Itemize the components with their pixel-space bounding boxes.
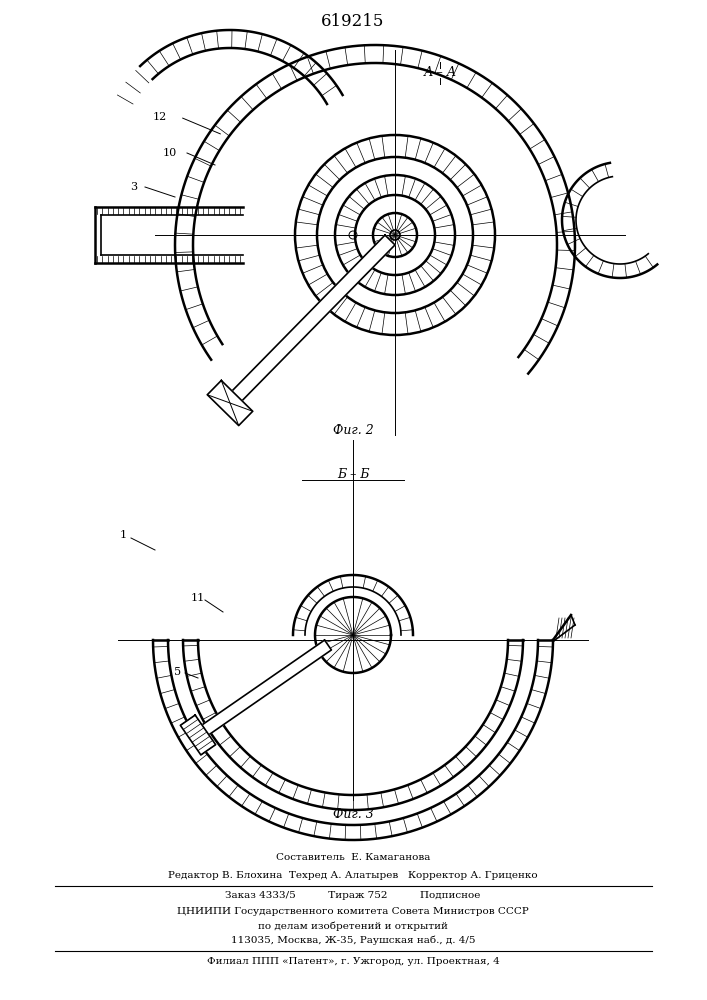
Circle shape: [390, 230, 400, 240]
Text: Фиг. 2: Фиг. 2: [332, 424, 373, 436]
Polygon shape: [207, 380, 252, 426]
Polygon shape: [180, 715, 216, 755]
Text: 12: 12: [153, 112, 167, 122]
Text: 619215: 619215: [321, 13, 385, 30]
Text: 113035, Москва, Ж-35, Раушская наб., д. 4/5: 113035, Москва, Ж-35, Раушская наб., д. …: [230, 935, 475, 945]
Text: по делам изобретений и открытий: по делам изобретений и открытий: [258, 921, 448, 931]
Text: А – А: А – А: [423, 66, 457, 80]
Text: 3: 3: [130, 182, 137, 192]
Text: 11: 11: [191, 593, 205, 603]
Text: Составитель  Е. Камаганова: Составитель Е. Камаганова: [276, 854, 430, 862]
Text: Филиал ППП «Патент», г. Ужгород, ул. Проектная, 4: Филиал ППП «Патент», г. Ужгород, ул. Про…: [206, 956, 499, 966]
Text: Заказ 4333/5          Тираж 752          Подписное: Заказ 4333/5 Тираж 752 Подписное: [226, 892, 481, 900]
Text: 1: 1: [119, 530, 127, 540]
Text: Редактор В. Блохина  Техред А. Алатырев   Корректор А. Гриценко: Редактор В. Блохина Техред А. Алатырев К…: [168, 871, 538, 880]
Text: 10: 10: [163, 148, 177, 158]
Text: 5: 5: [175, 667, 182, 677]
Polygon shape: [194, 640, 332, 740]
Polygon shape: [225, 235, 395, 408]
Text: Б – Б: Б – Б: [337, 468, 369, 481]
Text: Фиг. 3: Фиг. 3: [332, 808, 373, 822]
Text: ЦНИИПИ Государственного комитета Совета Министров СССР: ЦНИИПИ Государственного комитета Совета …: [177, 908, 529, 916]
